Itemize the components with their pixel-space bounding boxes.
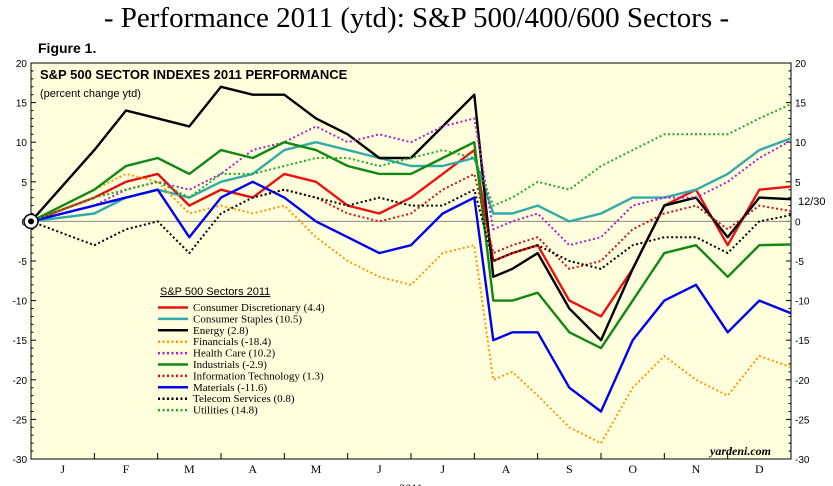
- figure-label: Figure 1.: [38, 40, 97, 56]
- series-line-9: [30, 103, 792, 223]
- y-tick-label-left: 10: [16, 138, 28, 149]
- legend-label: Health Care (10.2): [193, 348, 275, 360]
- legend-label: Information Technology (1.3): [193, 370, 324, 382]
- series-line-7: [30, 180, 792, 413]
- y-tick-label-left: -10: [13, 297, 28, 308]
- x-month-label: F: [123, 462, 130, 476]
- series-line-6: [30, 172, 792, 270]
- chart-title: S&P 500 SECTOR INDEXES 2011 PERFORMANCE: [40, 67, 348, 82]
- series-line-3: [30, 172, 792, 445]
- x-month-label: M: [311, 462, 322, 476]
- y-tick-label-right: 0: [795, 217, 801, 228]
- y-tick-label-left: -25: [13, 415, 28, 426]
- y-tick-label-right: 15: [795, 99, 807, 110]
- y-tick-label-right: -20: [795, 376, 810, 387]
- legend-label: Telecom Services (0.8): [193, 393, 295, 405]
- legend-label: Utilities (14.8): [193, 405, 258, 417]
- legend-title: S&P 500 Sectors 2011: [160, 286, 270, 298]
- source-label: yardeni.com: [708, 444, 771, 458]
- x-month-label: J: [377, 462, 382, 476]
- legend-label: Industrials (-2.9): [193, 359, 267, 371]
- x-axis-label: 2011: [399, 481, 423, 486]
- y-tick-label-left: -30: [13, 455, 28, 466]
- y-tick-label-left: -20: [13, 376, 28, 387]
- x-month-label: J: [440, 462, 445, 476]
- legend-label: Materials (-11.6): [193, 382, 267, 394]
- legend-label: Energy (2.8): [193, 325, 249, 337]
- y-tick-label-left: 15: [16, 99, 28, 110]
- plot-background: [30, 62, 792, 460]
- x-month-label: O: [628, 462, 637, 476]
- page-title: - Performance 2011 (ytd): S&P 500/400/60…: [103, 2, 730, 34]
- y-tick-label-right: -10: [795, 297, 810, 308]
- y-tick-label-right: 20: [795, 59, 807, 70]
- x-month-label: M: [184, 462, 195, 476]
- x-month-label: A: [502, 462, 511, 476]
- end-date-label: 12/30: [798, 196, 826, 208]
- y-tick-label-right: -25: [795, 415, 810, 426]
- x-month-label: J: [60, 462, 65, 476]
- y-axis-right: 20 15 10 5 0 -5 -10 -15 -20 -25 -30: [786, 59, 810, 466]
- x-month-label: A: [248, 462, 257, 476]
- series-line-8: [30, 188, 792, 270]
- series-line-5: [30, 140, 792, 350]
- x-month-label: D: [755, 462, 764, 476]
- y-tick-label-left: -5: [18, 257, 27, 268]
- y-tick-label-right: 5: [795, 178, 801, 189]
- chart-subtitle: (percent change ytd): [40, 88, 141, 100]
- legend-label: Consumer Discretionary (4.4): [193, 302, 325, 314]
- y-tick-label-left: 5: [21, 178, 27, 189]
- series-line-2: [30, 85, 792, 342]
- y-tick-label-left: -15: [13, 336, 28, 347]
- origin-marker-dot: [28, 218, 34, 225]
- x-month-label: S: [566, 462, 573, 476]
- y-tick-label-right: 10: [795, 138, 807, 149]
- y-tick-label-right: -5: [795, 257, 804, 268]
- x-month-label: N: [692, 462, 701, 476]
- series-layer: [30, 85, 792, 445]
- legend-label: Consumer Staples (10.5): [193, 313, 302, 325]
- y-tick-label-right: -15: [795, 336, 810, 347]
- series-line-4: [30, 117, 792, 247]
- y-tick-label-left: 20: [16, 59, 28, 70]
- legend-label: Financials (-18.4): [193, 336, 272, 348]
- y-tick-label-right: -30: [795, 455, 810, 466]
- legend: S&P 500 Sectors 2011 Consumer Discretion…: [158, 286, 325, 417]
